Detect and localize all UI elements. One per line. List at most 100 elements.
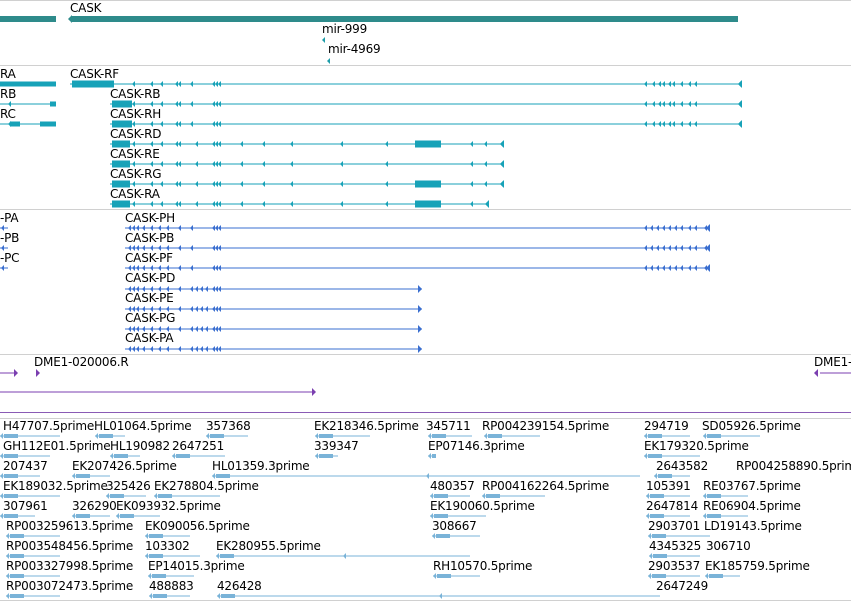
est-label[interactable]: 2647249: [656, 579, 709, 593]
protein-label[interactable]: CASK-PA: [125, 331, 174, 345]
est-label[interactable]: RP004258890.5prime: [736, 459, 851, 473]
transcript-label[interactable]: CASK-RG: [110, 167, 162, 181]
est-label[interactable]: 339347: [314, 439, 359, 453]
transcript-left-label[interactable]: RC: [0, 107, 16, 121]
protein-label[interactable]: CASK-PE: [125, 291, 174, 305]
est-label[interactable]: HL01359.3prime: [212, 459, 310, 473]
est-label[interactable]: RE03767.5prime: [703, 479, 801, 493]
transcript-left-label[interactable]: RB: [0, 87, 17, 101]
transcript-label[interactable]: CASK-RD: [110, 127, 162, 141]
protein-label[interactable]: CASK-PB: [125, 231, 175, 245]
dme-feature: [36, 369, 40, 377]
est-label[interactable]: 2647251: [172, 439, 225, 453]
est-label[interactable]: EK090056.5prime: [145, 519, 250, 533]
protein-label[interactable]: CASK-PH: [125, 211, 176, 225]
est-label[interactable]: 357368: [206, 419, 251, 433]
est-label[interactable]: EK185759.5prime: [705, 559, 810, 573]
est-label[interactable]: H47707.5prime: [3, 419, 95, 433]
est-label[interactable]: 294719: [644, 419, 689, 433]
est-label[interactable]: EK190060.5prime: [430, 499, 535, 513]
transcript-feature: [658, 81, 661, 87]
gene-feature: [0, 16, 56, 22]
transcript-label[interactable]: CASK-RF: [70, 67, 119, 81]
est-label[interactable]: RP003259613.5prime: [6, 519, 134, 533]
protein-left-label[interactable]: -PA: [0, 211, 19, 225]
est-label[interactable]: HL01064.5prime: [94, 419, 192, 433]
est-label[interactable]: EP07146.3prime: [428, 439, 525, 453]
est-label[interactable]: 2903701: [648, 519, 701, 533]
est-label[interactable]: 480357: [430, 479, 475, 493]
est-label[interactable]: EK207426.5prime: [72, 459, 177, 473]
est-label[interactable]: EK189032.5prime: [3, 479, 108, 493]
est-label[interactable]: EK278804.5prime: [154, 479, 259, 493]
est-label[interactable]: 307961: [3, 499, 48, 513]
protein-feature: [150, 306, 153, 312]
est-label[interactable]: 105391: [646, 479, 691, 493]
est-label[interactable]: 345711: [426, 419, 471, 433]
transcript-label[interactable]: CASK-RH: [110, 107, 162, 121]
est-feature: [4, 474, 18, 478]
transcript-label[interactable]: CASK-RE: [110, 147, 160, 161]
est-label[interactable]: RP003327998.5prime: [6, 559, 134, 573]
est-label[interactable]: RP003548456.5prime: [6, 539, 134, 553]
est-label[interactable]: HL190982: [110, 439, 170, 453]
protein-label[interactable]: CASK-PD: [125, 271, 176, 285]
est-label[interactable]: LD19143.5prime: [704, 519, 802, 533]
est-label[interactable]: 207437: [3, 459, 48, 473]
est-label[interactable]: RP004239154.5prime: [482, 419, 610, 433]
est-label[interactable]: 426428: [217, 579, 262, 593]
transcript-feature: [112, 160, 130, 168]
gene-label-mir-4969[interactable]: mir-4969: [328, 42, 381, 56]
protein-left-label[interactable]: -PB: [0, 231, 20, 245]
est-label[interactable]: 2903537: [648, 559, 701, 573]
transcript-feature: [290, 181, 293, 187]
est-label[interactable]: EK093932.5prime: [116, 499, 221, 513]
protein-left-label[interactable]: -PC: [0, 251, 20, 265]
gene-label-cask[interactable]: CASK: [70, 1, 102, 15]
est-label[interactable]: 103302: [145, 539, 190, 553]
est-label[interactable]: RH10570.5prime: [433, 559, 533, 573]
protein-feature: [212, 346, 215, 352]
est-label[interactable]: 2643582: [656, 459, 709, 473]
est-label[interactable]: 2647814: [646, 499, 699, 513]
est-label[interactable]: 306710: [706, 539, 751, 553]
track-separator-bottom: [0, 600, 851, 601]
transcript-feature: [215, 181, 218, 187]
est-label[interactable]: SD05926.5prime: [702, 419, 801, 433]
est-label[interactable]: RP003072473.5prime: [6, 579, 134, 593]
transcript-feature: [212, 121, 215, 127]
transcript-label[interactable]: CASK-RB: [110, 87, 161, 101]
est-label[interactable]: 488883: [149, 579, 194, 593]
est-label[interactable]: RP004162264.5prime: [482, 479, 610, 493]
transcript-feature: [112, 180, 130, 188]
protein-label[interactable]: CASK-PF: [125, 251, 173, 265]
gene-label-mir-999[interactable]: mir-999: [322, 22, 368, 36]
est-label[interactable]: 308667: [432, 519, 477, 533]
transcript-left-label[interactable]: RA: [0, 67, 16, 81]
est-feature: [343, 553, 346, 559]
est-label[interactable]: GH112E01.5prime: [3, 439, 111, 453]
protein-feature: [688, 245, 691, 251]
protein-feature: [704, 245, 707, 251]
dme-label[interactable]: DME1-: [814, 355, 851, 369]
transcript-feature: [8, 121, 11, 127]
est-feature: [658, 474, 672, 478]
protein-feature: [674, 225, 677, 231]
est-label[interactable]: 4345325: [649, 539, 702, 553]
est-label[interactable]: EK280955.5prime: [216, 539, 321, 553]
est-feature: [148, 573, 151, 579]
dme-label[interactable]: DME1-020006.R: [34, 355, 129, 369]
protein-label[interactable]: CASK-PG: [125, 311, 176, 325]
est-label[interactable]: EK179320.5prime: [644, 439, 749, 453]
est-label[interactable]: EK218346.5prime: [314, 419, 419, 433]
transcript-feature: [178, 181, 181, 187]
est-label[interactable]: RE06904.5prime: [703, 499, 801, 513]
transcript-feature: [150, 201, 153, 207]
transcript-label[interactable]: CASK-RA: [110, 187, 160, 201]
est-label[interactable]: 325426: [106, 479, 151, 493]
protein-feature: [190, 225, 193, 231]
est-label[interactable]: EP14015.3prime: [148, 559, 245, 573]
protein-feature: [142, 225, 145, 231]
est-label[interactable]: 326290: [72, 499, 117, 513]
